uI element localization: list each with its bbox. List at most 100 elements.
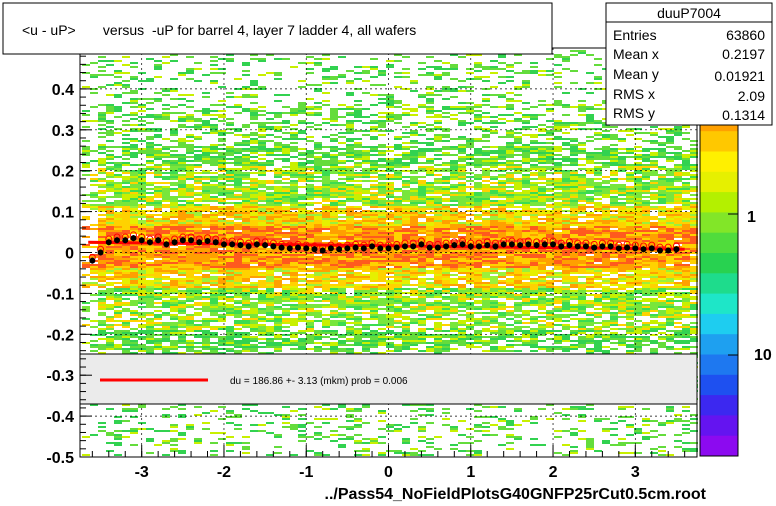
heatmap-cell [106, 348, 114, 350]
heatmap-cell [386, 230, 394, 232]
heatmap-cell [130, 220, 138, 222]
heatmap-cell [210, 144, 218, 146]
heatmap-cell [426, 190, 434, 192]
heatmap-cell [122, 84, 130, 86]
heatmap-cell [402, 274, 410, 276]
heatmap-cell [306, 242, 314, 244]
heatmap-cell [242, 252, 250, 254]
heatmap-cell [346, 304, 354, 306]
heatmap-cell [378, 238, 386, 240]
heatmap-cell [130, 214, 138, 216]
heatmap-cell [362, 312, 370, 314]
heatmap-cell [162, 232, 170, 234]
heatmap-cell [258, 248, 266, 250]
heatmap-cell [218, 344, 226, 346]
heatmap-cell [346, 286, 354, 288]
heatmap-cell [378, 410, 386, 412]
heatmap-cell [218, 206, 226, 208]
heatmap-cell [354, 426, 362, 428]
heatmap-cell [90, 340, 98, 342]
heatmap-cell [90, 224, 98, 226]
heatmap-cell [274, 148, 282, 150]
heatmap-cell [298, 338, 306, 340]
heatmap-cell [146, 330, 154, 332]
heatmap-cell [194, 312, 202, 314]
heatmap-cell [282, 262, 290, 264]
heatmap-cell [242, 342, 250, 344]
heatmap-cell [130, 78, 138, 80]
heatmap-cell [114, 228, 122, 230]
heatmap-cell [210, 302, 218, 304]
heatmap-cell [186, 324, 194, 326]
heatmap-cell [250, 190, 258, 192]
heatmap-cell [354, 120, 362, 122]
heatmap-cell [346, 240, 354, 242]
heatmap-cell [138, 120, 146, 122]
heatmap-cell [314, 432, 322, 434]
heatmap-cell [394, 260, 402, 262]
heatmap-cell [378, 258, 386, 260]
heatmap-cell [114, 454, 122, 456]
heatmap-cell [394, 270, 402, 272]
heatmap-cell [378, 158, 386, 160]
heatmap-cell [170, 330, 178, 332]
heatmap-cell [258, 300, 266, 302]
heatmap-cell [130, 102, 138, 104]
heatmap-cell [426, 106, 434, 108]
heatmap-cell [106, 126, 114, 128]
heatmap-cell [418, 264, 426, 266]
heatmap-cell [330, 286, 338, 288]
heatmap-cell [274, 154, 282, 156]
heatmap-cell [322, 280, 330, 282]
heatmap-cell [178, 342, 186, 344]
heatmap-cell [394, 198, 402, 200]
heatmap-cell [410, 202, 418, 204]
heatmap-cell [322, 256, 330, 258]
heatmap-cell [242, 248, 250, 250]
heatmap-cell [218, 182, 226, 184]
heatmap-cell [210, 336, 218, 338]
heatmap-cell [362, 284, 370, 286]
heatmap-cell [274, 306, 282, 308]
heatmap-cell [218, 138, 226, 140]
heatmap-cell [330, 184, 338, 186]
heatmap-cell [402, 194, 410, 196]
heatmap-cell [322, 342, 330, 344]
heatmap-cell [322, 326, 330, 328]
heatmap-cell [210, 234, 218, 236]
heatmap-cell [394, 206, 402, 208]
heatmap-cell [234, 148, 242, 150]
heatmap-cell [186, 254, 194, 256]
heatmap-cell [234, 310, 242, 312]
heatmap-cell [378, 192, 386, 194]
heatmap-cell [354, 252, 362, 254]
heatmap-cell [186, 160, 194, 162]
heatmap-cell [378, 334, 386, 336]
heatmap-cell [322, 68, 330, 70]
heatmap-cell [402, 322, 410, 324]
heatmap-cell [178, 230, 186, 232]
heatmap-cell [394, 322, 402, 324]
heatmap-cell [138, 230, 146, 232]
heatmap-cell [298, 280, 306, 282]
heatmap-cell [386, 254, 394, 256]
heatmap-cell [106, 434, 114, 436]
heatmap-cell [434, 168, 442, 170]
heatmap-cell [202, 250, 210, 252]
heatmap-cell [122, 286, 130, 288]
heatmap-cell [234, 264, 242, 266]
heatmap-cell [418, 404, 426, 406]
heatmap-cell [354, 300, 362, 302]
heatmap-cell [410, 344, 418, 346]
heatmap-cell [418, 314, 426, 316]
heatmap-cell [346, 332, 354, 334]
heatmap-cell [378, 262, 386, 264]
heatmap-cell [226, 450, 234, 452]
heatmap-cell [114, 288, 122, 290]
heatmap-cell [122, 254, 130, 256]
heatmap-cell [138, 220, 146, 222]
heatmap-cell [178, 300, 186, 302]
heatmap-cell [250, 138, 258, 140]
heatmap-cell [194, 260, 202, 262]
heatmap-cell [218, 230, 226, 232]
